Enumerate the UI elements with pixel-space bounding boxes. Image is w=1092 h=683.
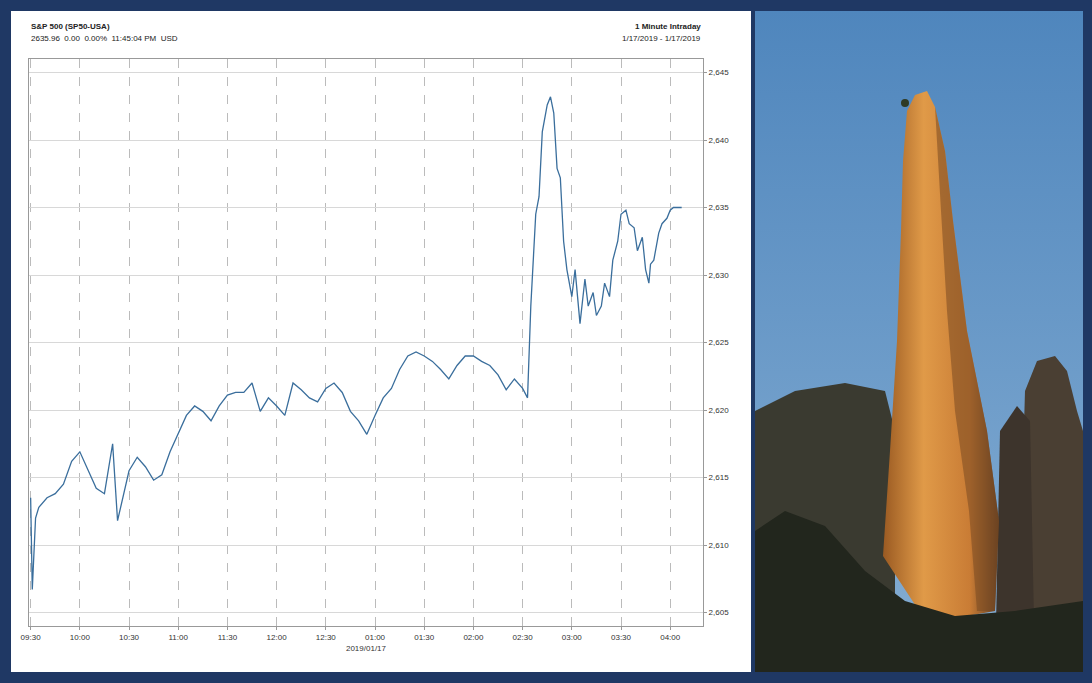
svg-text:09:30: 09:30 xyxy=(21,633,42,642)
svg-text:1/17/2019 - 1/17/2019: 1/17/2019 - 1/17/2019 xyxy=(622,34,701,43)
svg-text:10:30: 10:30 xyxy=(119,633,140,642)
svg-text:2019/01/17: 2019/01/17 xyxy=(346,644,387,653)
svg-text:12:30: 12:30 xyxy=(316,633,337,642)
svg-text:2,635: 2,635 xyxy=(709,203,730,212)
svg-text:02:00: 02:00 xyxy=(463,633,484,642)
svg-text:10:00: 10:00 xyxy=(70,633,91,642)
svg-text:11:30: 11:30 xyxy=(218,633,238,642)
svg-text:2,640: 2,640 xyxy=(709,136,730,145)
svg-text:2,645: 2,645 xyxy=(709,68,730,77)
svg-text:2,605: 2,605 xyxy=(709,608,730,617)
svg-text:2635.96 0.00 0.00% 11:45:04: 2635.96 0.00 0.00% 11:45:04 PM USD xyxy=(31,34,178,43)
svg-text:04:00: 04:00 xyxy=(660,633,681,642)
svg-text:11:00: 11:00 xyxy=(169,633,189,642)
svg-text:2,615: 2,615 xyxy=(709,473,730,482)
svg-text:02:30: 02:30 xyxy=(513,633,534,642)
svg-text:2,625: 2,625 xyxy=(709,338,730,347)
svg-text:1 Minute Intraday: 1 Minute Intraday xyxy=(635,22,701,31)
svg-text:2,630: 2,630 xyxy=(709,271,730,280)
svg-text:01:00: 01:00 xyxy=(365,633,386,642)
svg-text:03:30: 03:30 xyxy=(611,633,632,642)
svg-text:2,610: 2,610 xyxy=(709,541,730,550)
svg-text:12:00: 12:00 xyxy=(267,633,288,642)
svg-text:S&P 500 (SP50-USA): S&P 500 (SP50-USA) xyxy=(31,22,110,31)
svg-text:03:00: 03:00 xyxy=(562,633,583,642)
svg-text:2,620: 2,620 xyxy=(709,406,730,415)
svg-text:01:30: 01:30 xyxy=(414,633,435,642)
